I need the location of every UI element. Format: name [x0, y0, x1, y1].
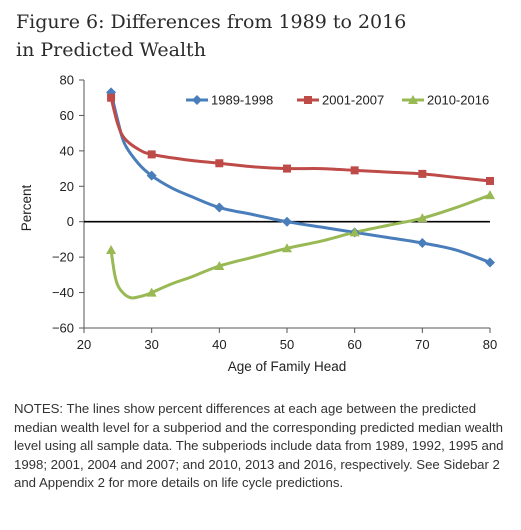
x-tick-label: 50	[280, 337, 294, 352]
data-point-2010-2016	[214, 261, 225, 270]
y-tick-label: −20	[52, 250, 74, 265]
chart-series-lines	[109, 90, 492, 300]
data-point-1989-1998	[417, 237, 428, 248]
figure-title-line-1: Figure 6: Differences from 1989 to 2016	[16, 11, 407, 33]
chart-axes: −60 −40 −20 0 20 40 60 80 20 30 40 50 60 70 80 Age of F…	[19, 73, 497, 375]
data-point-2001-2007	[350, 166, 359, 175]
y-tick-label: −40	[52, 285, 74, 300]
y-tick-label: 60	[60, 108, 74, 123]
y-tick-label: 20	[60, 179, 74, 194]
x-tick-label: 80	[483, 337, 497, 352]
data-point-1989-1998	[485, 257, 495, 268]
data-point-2010-2016	[485, 190, 495, 200]
legend-swatch-marker-2010-2016	[408, 95, 418, 104]
series-line-2001-2007	[109, 96, 492, 183]
figure-notes: NOTES: The lines show percent difference…	[14, 401, 504, 491]
legend-label-2010-2016: 2010-2016	[427, 93, 489, 108]
y-tick-label: −60	[52, 321, 74, 336]
data-point-1989-1998	[106, 87, 117, 98]
data-point-1989-1998	[282, 216, 292, 227]
data-point-1989-1998	[146, 170, 157, 181]
data-point-2001-2007	[215, 159, 224, 168]
data-point-2001-2007	[147, 150, 156, 159]
y-tick-label: 0	[67, 214, 74, 229]
series-line-2010-2016	[109, 193, 492, 300]
data-point-2001-2007	[486, 176, 494, 185]
x-tick-label: 40	[212, 337, 226, 352]
figure-title: Figure 6: Differences from 1989 to 2016 …	[16, 8, 496, 64]
x-tick-label: 70	[415, 337, 429, 352]
legend-label-1989-1998: 1989-1998	[211, 93, 273, 108]
y-axis-title: Percent	[19, 184, 34, 231]
data-point-1989-1998	[214, 202, 225, 213]
chart-legend: 1989-1998 2001-2007 2010-2016	[186, 93, 489, 108]
data-point-2010-2016	[349, 227, 360, 237]
chart-series-markers	[106, 87, 495, 297]
data-point-2010-2016	[106, 245, 117, 255]
x-tick-label: 30	[144, 337, 158, 352]
data-point-2001-2007	[283, 164, 291, 173]
data-point-2001-2007	[418, 169, 427, 178]
x-tick-label: 20	[77, 337, 91, 352]
x-tick-label: 60	[347, 337, 361, 352]
series-line-1989-1998	[109, 90, 492, 264]
data-point-2010-2016	[417, 213, 428, 223]
line-chart: −60 −40 −20 0 20 40 60 80 20 30 40 50 60 70 80 Age of F…	[19, 73, 497, 375]
data-point-2010-2016	[146, 287, 157, 297]
legend-label-2001-2007: 2001-2007	[322, 93, 384, 108]
y-tick-label: 40	[60, 143, 74, 158]
legend-swatch-marker-2001-2007	[304, 96, 312, 104]
y-tick-label: 80	[60, 73, 74, 88]
data-point-2001-2007	[107, 93, 116, 102]
legend-swatch-marker-1989-1998	[192, 95, 202, 105]
data-point-2010-2016	[282, 243, 292, 253]
figure-title-line-2: in Predicted Wealth	[16, 39, 206, 61]
x-axis-title: Age of Family Head	[228, 359, 347, 374]
